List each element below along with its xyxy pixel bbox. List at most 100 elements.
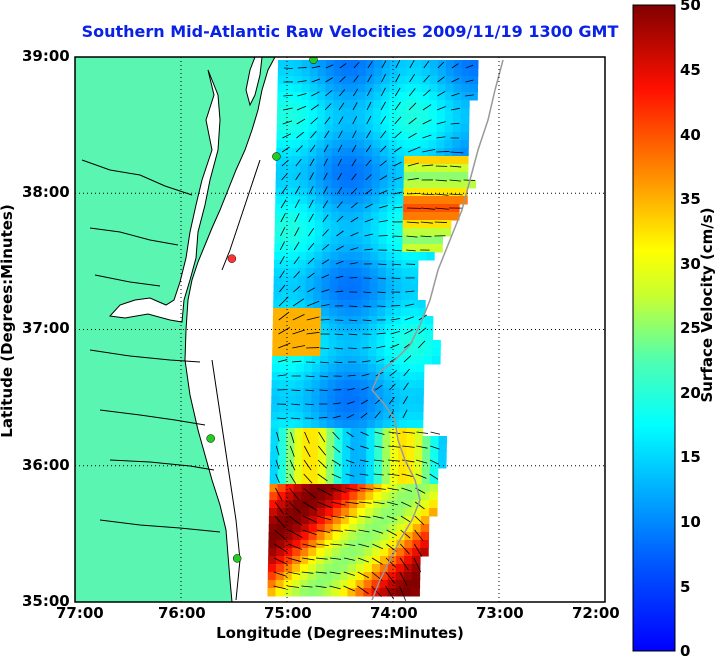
velocity-cell [438, 452, 447, 461]
velocity-cell [369, 332, 378, 341]
velocity-cell [373, 132, 382, 141]
velocity-cell [347, 188, 356, 197]
velocity-cell [307, 220, 316, 229]
colorbar-tick-10: 10 [680, 513, 701, 531]
velocity-cell [370, 244, 379, 253]
velocity-cell [272, 380, 281, 389]
velocity-cell [340, 180, 349, 189]
velocity-cell [382, 444, 391, 453]
velocity-cell [283, 196, 292, 205]
velocity-cell [341, 100, 350, 109]
velocity-cell [413, 132, 422, 141]
velocity-cell [381, 516, 390, 525]
velocity-cell [422, 468, 431, 477]
velocity-cell [381, 492, 390, 501]
velocity-cell [295, 428, 304, 437]
velocity-cell [349, 508, 358, 517]
velocity-cell [374, 468, 383, 477]
velocity-cell [434, 236, 443, 245]
velocity-cell [401, 324, 410, 333]
velocity-cell [388, 180, 397, 189]
velocity-cell [351, 428, 360, 437]
velocity-cell [380, 556, 389, 565]
velocity-cell [357, 92, 366, 101]
velocity-cell [388, 564, 397, 573]
velocity-cell [356, 564, 365, 573]
velocity-cell [292, 548, 301, 557]
velocity-cell [337, 308, 346, 317]
velocity-cell [341, 508, 350, 517]
velocity-cell [304, 364, 313, 373]
velocity-cell [349, 500, 358, 509]
velocity-cell [295, 412, 304, 421]
velocity-cell [340, 148, 349, 157]
velocity-cell [302, 484, 311, 493]
velocity-cell [342, 68, 351, 77]
velocity-cell [336, 340, 345, 349]
velocity-cell [294, 68, 303, 77]
velocity-cell [394, 268, 403, 277]
velocity-cell [303, 420, 312, 429]
velocity-cell [401, 332, 410, 341]
velocity-cell [350, 460, 359, 469]
velocity-cell [300, 148, 309, 157]
velocity-cell [388, 580, 397, 589]
velocity-cell [428, 140, 437, 149]
velocity-cell [274, 284, 283, 293]
velocity-cell [341, 516, 350, 525]
velocity-cell [305, 292, 314, 301]
velocity-cell [355, 212, 364, 221]
velocity-cell [359, 404, 368, 413]
velocity-cell [350, 436, 359, 445]
velocity-cell [357, 124, 366, 133]
velocity-cell [402, 236, 411, 245]
velocity-cell [435, 196, 444, 205]
velocity-cell [364, 564, 373, 573]
velocity-cell [384, 372, 393, 381]
velocity-cell [461, 108, 470, 117]
velocity-cell [316, 180, 325, 189]
velocity-cell [325, 524, 334, 533]
velocity-cell [274, 252, 283, 261]
velocity-cell [322, 252, 331, 261]
velocity-cell [348, 148, 357, 157]
velocity-cell [335, 404, 344, 413]
velocity-cell [326, 436, 335, 445]
velocity-cell [283, 588, 292, 597]
colorbar [633, 5, 675, 651]
velocity-cell [316, 548, 325, 557]
velocity-cell [332, 556, 341, 565]
velocity-cell [360, 356, 369, 365]
velocity-cell [306, 244, 315, 253]
velocity-cell [430, 476, 439, 485]
velocity-cell [269, 532, 278, 541]
velocity-cell [422, 76, 431, 85]
velocity-cell [400, 372, 409, 381]
velocity-cell [438, 60, 447, 69]
velocity-cell [398, 84, 407, 93]
velocity-cell [312, 348, 321, 357]
velocity-cell [328, 348, 337, 357]
velocity-cell [413, 92, 422, 101]
velocity-cell [300, 572, 309, 581]
velocity-cell [282, 260, 291, 269]
velocity-cell [270, 468, 279, 477]
colorbar-tick-0: 0 [680, 642, 690, 660]
velocity-cell [334, 436, 343, 445]
velocity-cell [277, 124, 286, 133]
velocity-vector [291, 390, 300, 391]
velocity-cell [311, 412, 320, 421]
velocity-cell [278, 460, 287, 469]
velocity-cell [324, 548, 333, 557]
velocity-cell [300, 172, 309, 181]
velocity-cell [413, 124, 422, 133]
velocity-cell [412, 180, 421, 189]
velocity-cell [336, 356, 345, 365]
velocity-cell [351, 396, 360, 405]
velocity-cell [350, 476, 359, 485]
velocity-cell [285, 516, 294, 525]
velocity-cell [338, 236, 347, 245]
velocity-cell [341, 92, 350, 101]
velocity-cell [334, 84, 343, 93]
